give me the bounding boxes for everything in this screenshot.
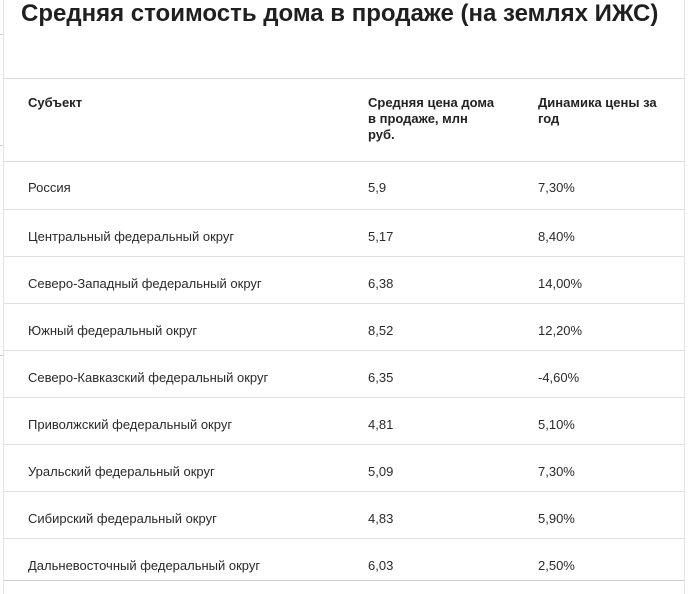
border-tick	[0, 145, 3, 146]
cell-price-dynamics: 12,20%	[538, 323, 583, 338]
table-row: Приволжский федеральный округ 4,81 5,10%	[4, 398, 684, 445]
table-row: Центральный федеральный округ 5,17 8,40%	[4, 210, 684, 257]
cell-average-price: 6,03	[368, 558, 394, 573]
cell-average-price: 6,35	[368, 370, 394, 385]
cell-subject: Центральный федеральный округ	[28, 229, 235, 244]
right-border	[684, 0, 685, 594]
cell-subject: Северо-Западный федеральный округ	[28, 276, 262, 291]
table-title: Средняя стоимость дома в продаже (на зем…	[21, 0, 659, 27]
cell-average-price: 5,17	[368, 229, 394, 244]
cell-subject: Южный федеральный округ	[28, 323, 198, 338]
table-row: Россия 5,9 7,30%	[4, 162, 684, 210]
table-row: Северо-Западный федеральный округ 6,38 1…	[4, 257, 684, 304]
cell-average-price: 8,52	[368, 323, 394, 338]
cell-price-dynamics: 14,00%	[538, 276, 583, 291]
cell-subject: Приволжский федеральный округ	[28, 417, 233, 432]
header-subject: Субъект	[28, 95, 83, 110]
cell-subject: Уральский федеральный округ	[28, 464, 215, 479]
table-row: Дальневосточный федеральный округ 6,03 2…	[4, 539, 684, 585]
table-row: Сибирский федеральный округ 4,83 5,90%	[4, 492, 684, 539]
cell-price-dynamics: 7,30%	[538, 464, 575, 479]
cell-average-price: 4,83	[368, 511, 394, 526]
cell-subject: Дальневосточный федеральный округ	[28, 558, 261, 573]
cell-price-dynamics: -4,60%	[538, 370, 580, 385]
header-price-dynamics: Динамика цены за год	[538, 95, 657, 126]
cell-average-price: 5,9	[368, 180, 387, 195]
border-tick	[0, 34, 3, 35]
cell-subject: Северо-Кавказский федеральный округ	[28, 370, 269, 385]
cell-price-dynamics: 2,50%	[538, 558, 575, 573]
header-average-price: Средняя цена дома в продаже, млн руб.	[368, 95, 495, 142]
title-divider	[4, 78, 684, 79]
cell-average-price: 4,81	[368, 417, 394, 432]
cell-average-price: 5,09	[368, 464, 394, 479]
border-tick	[0, 355, 3, 356]
cell-price-dynamics: 5,90%	[538, 511, 575, 526]
cell-price-dynamics: 7,30%	[538, 180, 575, 195]
table-row: Уральский федеральный округ 5,09 7,30%	[4, 445, 684, 492]
cell-price-dynamics: 8,40%	[538, 229, 575, 244]
left-border	[0, 0, 4, 594]
cell-price-dynamics: 5,10%	[538, 417, 575, 432]
table-row: Южный федеральный округ 8,52 12,20%	[4, 304, 684, 351]
price-table: Субъект Средняя цена дома в продаже, млн…	[4, 79, 684, 585]
table-header-row: Субъект Средняя цена дома в продаже, млн…	[4, 79, 684, 162]
table-row: Северо-Кавказский федеральный округ 6,35…	[4, 351, 684, 398]
cell-average-price: 6,38	[368, 276, 394, 291]
table-bottom-border	[4, 580, 684, 581]
cell-subject: Сибирский федеральный округ	[28, 511, 217, 526]
cell-subject: Россия	[28, 180, 71, 195]
